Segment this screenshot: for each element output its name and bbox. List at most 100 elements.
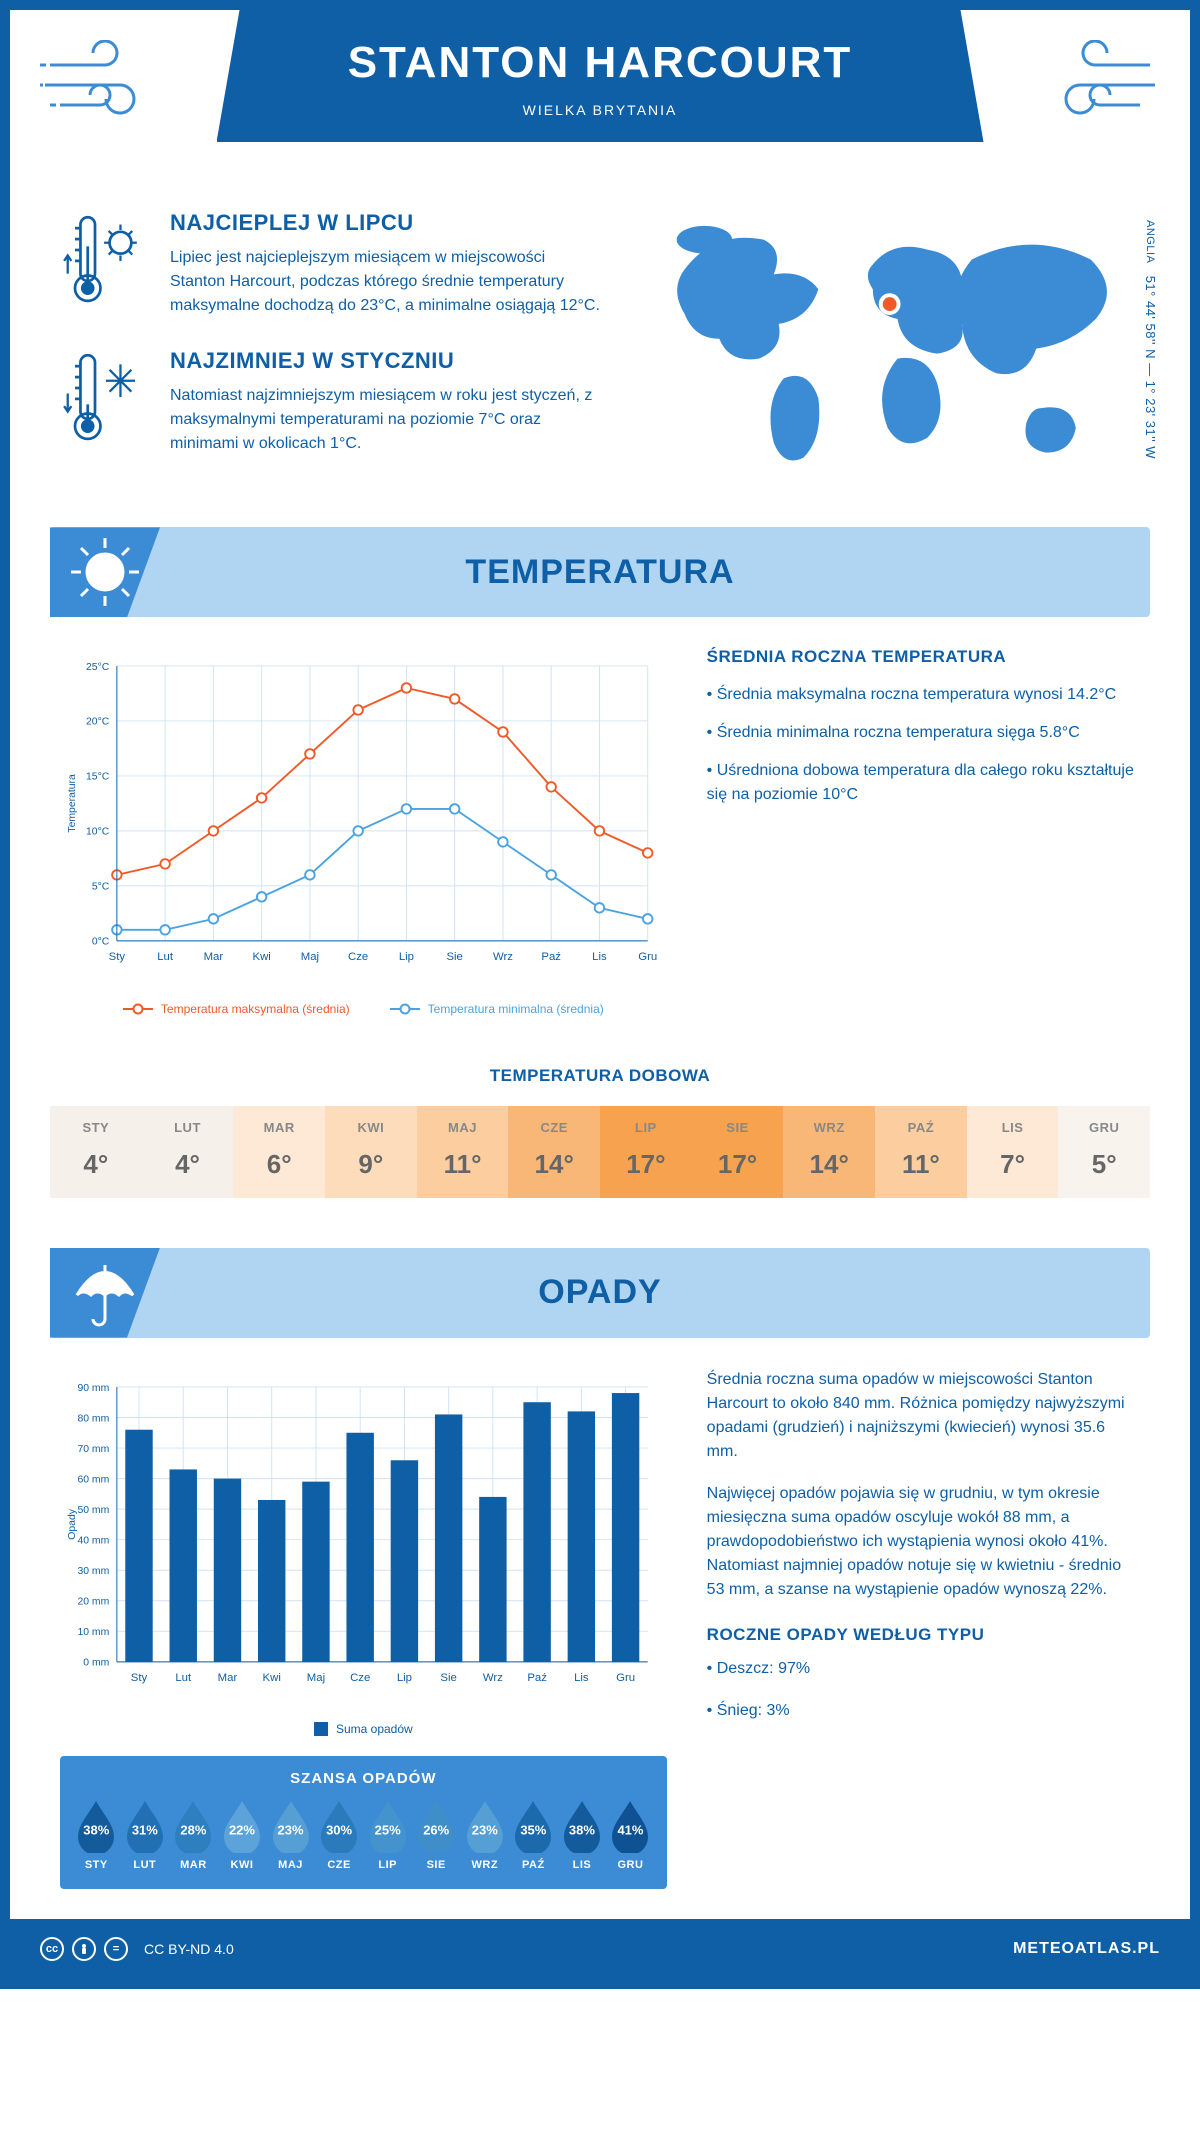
strip-cell: STY4°: [50, 1106, 142, 1198]
svg-text:40 mm: 40 mm: [77, 1535, 109, 1546]
drop-cell: 35% PAŹ: [511, 1799, 556, 1871]
fact-cold: NAJZIMNIEJ W STYCZNIU Natomiast najzimni…: [60, 348, 605, 456]
license-text: CC BY-ND 4.0: [144, 1941, 234, 1957]
strip-cell: WRZ14°: [783, 1106, 875, 1198]
sun-icon: [50, 527, 160, 617]
legend-min-label: Temperatura minimalna (średnia): [428, 1002, 604, 1016]
fact-cold-title: NAJZIMNIEJ W STYCZNIU: [170, 348, 605, 374]
fact-cold-text: Natomiast najzimniejszym miesiącem w rok…: [170, 384, 605, 456]
strip-cell: LIS7°: [967, 1106, 1059, 1198]
page: STANTON HARCOURT WIELKA BRYTANIA: [0, 0, 1200, 1989]
drop-cell: 25% LIP: [365, 1799, 410, 1871]
svg-text:Lip: Lip: [397, 1671, 412, 1683]
svg-text:Wrz: Wrz: [483, 1671, 503, 1683]
fact-hot-text: Lipiec jest najcieplejszym miesiącem w m…: [170, 246, 605, 318]
svg-text:15°C: 15°C: [86, 772, 110, 783]
umbrella-icon: [50, 1248, 160, 1338]
map-column: ANGLIA 51° 44' 58'' N — 1° 23' 31'' W: [645, 210, 1140, 487]
summary-b2: • Średnia minimalna roczna temperatura s…: [707, 721, 1140, 745]
strip-cell: LIP17°: [600, 1106, 692, 1198]
drop-cell: 23% WRZ: [463, 1799, 508, 1871]
license-badge: cc = CC BY-ND 4.0: [40, 1937, 234, 1961]
header: STANTON HARCOURT WIELKA BRYTANIA: [10, 10, 1190, 190]
svg-text:Kwi: Kwi: [252, 951, 270, 963]
legend-max-label: Temperatura maksymalna (średnia): [161, 1002, 350, 1016]
svg-text:25°C: 25°C: [86, 662, 110, 673]
svg-text:10°C: 10°C: [86, 827, 110, 838]
precip-p2: Najwięcej opadów pojawia się w grudniu, …: [707, 1482, 1140, 1602]
drop-cell: 38% STY: [74, 1799, 119, 1871]
precip-legend: Suma opadów: [60, 1722, 667, 1736]
wind-icon: [40, 40, 160, 135]
svg-text:80 mm: 80 mm: [77, 1413, 109, 1424]
svg-text:20 mm: 20 mm: [77, 1596, 109, 1607]
svg-text:90 mm: 90 mm: [77, 1382, 109, 1393]
facts-column: NAJCIEPLEJ W LIPCU Lipiec jest najcieple…: [60, 210, 605, 487]
precip-p1: Średnia roczna suma opadów w miejscowośc…: [707, 1368, 1140, 1464]
strip-cell: KWI9°: [325, 1106, 417, 1198]
summary-heading: ŚREDNIA ROCZNA TEMPERATURA: [707, 647, 1140, 667]
strip-cell: SIE17°: [692, 1106, 784, 1198]
precip-summary: Średnia roczna suma opadów w miejscowośc…: [707, 1368, 1140, 1889]
svg-text:Paź: Paź: [527, 1671, 547, 1683]
svg-text:Maj: Maj: [307, 1671, 325, 1683]
svg-text:Paź: Paź: [541, 951, 561, 963]
drop-cell: 26% SIE: [414, 1799, 459, 1871]
svg-text:Lis: Lis: [592, 951, 607, 963]
legend-sum: Suma opadów: [314, 1722, 413, 1736]
nd-icon: =: [104, 1937, 128, 1961]
legend-min: Temperatura minimalna (średnia): [390, 1002, 604, 1016]
page-subtitle: WIELKA BRYTANIA: [217, 102, 984, 118]
legend-sum-label: Suma opadów: [336, 1722, 413, 1736]
footer: cc = CC BY-ND 4.0 METEOATLAS.PL: [10, 1919, 1190, 1979]
section-title: TEMPERATURA: [465, 553, 734, 592]
chart-legend: Temperatura maksymalna (średnia) Tempera…: [60, 1002, 667, 1016]
drop-cell: 28% MAR: [171, 1799, 216, 1871]
section-temperature: TEMPERATURA: [50, 527, 1150, 617]
page-title: STANTON HARCOURT: [217, 38, 984, 88]
drop-cell: 23% MAJ: [268, 1799, 313, 1871]
latlon-label: 51° 44' 58'' N — 1° 23' 31'' W: [1143, 276, 1158, 459]
svg-text:Wrz: Wrz: [493, 951, 513, 963]
strip-cell: PAŹ11°: [875, 1106, 967, 1198]
brand-label: METEOATLAS.PL: [1013, 1940, 1160, 1958]
drops-row: 38% STY 31% LUT 28% MAR 22% KWI: [74, 1799, 653, 1871]
daily-strip-title: TEMPERATURA DOBOWA: [10, 1066, 1190, 1086]
section-title: OPADY: [538, 1273, 661, 1312]
svg-text:5°C: 5°C: [92, 882, 110, 893]
svg-text:Kwi: Kwi: [263, 1671, 281, 1683]
summary-b3: • Uśredniona dobowa temperatura dla całe…: [707, 759, 1140, 807]
svg-text:Temperatura: Temperatura: [67, 774, 78, 833]
fact-hot: NAJCIEPLEJ W LIPCU Lipiec jest najcieple…: [60, 210, 605, 318]
temperature-summary: ŚREDNIA ROCZNA TEMPERATURA • Średnia mak…: [707, 647, 1140, 1015]
svg-text:Gru: Gru: [616, 1671, 635, 1683]
svg-text:Lip: Lip: [399, 951, 414, 963]
svg-text:Mar: Mar: [218, 1671, 238, 1683]
strip-cell: MAR6°: [233, 1106, 325, 1198]
daily-temperature-strip: STY4°LUT4°MAR6°KWI9°MAJ11°CZE14°LIP17°SI…: [50, 1106, 1150, 1198]
temperature-line-chart: 0°C5°C10°C15°C20°C25°CStyLutMarKwiMajCze…: [60, 647, 667, 1015]
rain-chance-panel: SZANSA OPADÓW 38% STY 31% LUT 28% MAR: [60, 1756, 667, 1889]
precip-bar-chart: 0 mm10 mm20 mm30 mm40 mm50 mm60 mm70 mm8…: [60, 1368, 667, 1889]
drop-cell: 41% GRU: [608, 1799, 653, 1871]
svg-text:10 mm: 10 mm: [77, 1627, 109, 1638]
coordinates: ANGLIA 51° 44' 58'' N — 1° 23' 31'' W: [1143, 220, 1158, 459]
svg-text:Cze: Cze: [350, 1671, 370, 1683]
svg-text:0°C: 0°C: [92, 937, 110, 948]
intro-row: NAJCIEPLEJ W LIPCU Lipiec jest najcieple…: [10, 190, 1190, 527]
strip-cell: CZE14°: [508, 1106, 600, 1198]
header-banner: STANTON HARCOURT WIELKA BRYTANIA: [217, 10, 984, 142]
svg-text:Opady: Opady: [67, 1508, 78, 1539]
svg-text:50 mm: 50 mm: [77, 1505, 109, 1516]
precip-body: 0 mm10 mm20 mm30 mm40 mm50 mm60 mm70 mm8…: [10, 1368, 1190, 1919]
section-precipitation: OPADY: [50, 1248, 1150, 1338]
precip-rain: • Deszcz: 97%: [707, 1657, 1140, 1681]
drop-cell: 31% LUT: [123, 1799, 168, 1871]
svg-text:Lut: Lut: [175, 1671, 192, 1683]
wind-icon: [1040, 40, 1160, 135]
drop-cell: 38% LIS: [560, 1799, 605, 1871]
svg-text:Sty: Sty: [131, 1671, 148, 1683]
legend-max: Temperatura maksymalna (średnia): [123, 1002, 350, 1016]
fact-hot-title: NAJCIEPLEJ W LIPCU: [170, 210, 605, 236]
strip-cell: MAJ11°: [417, 1106, 509, 1198]
